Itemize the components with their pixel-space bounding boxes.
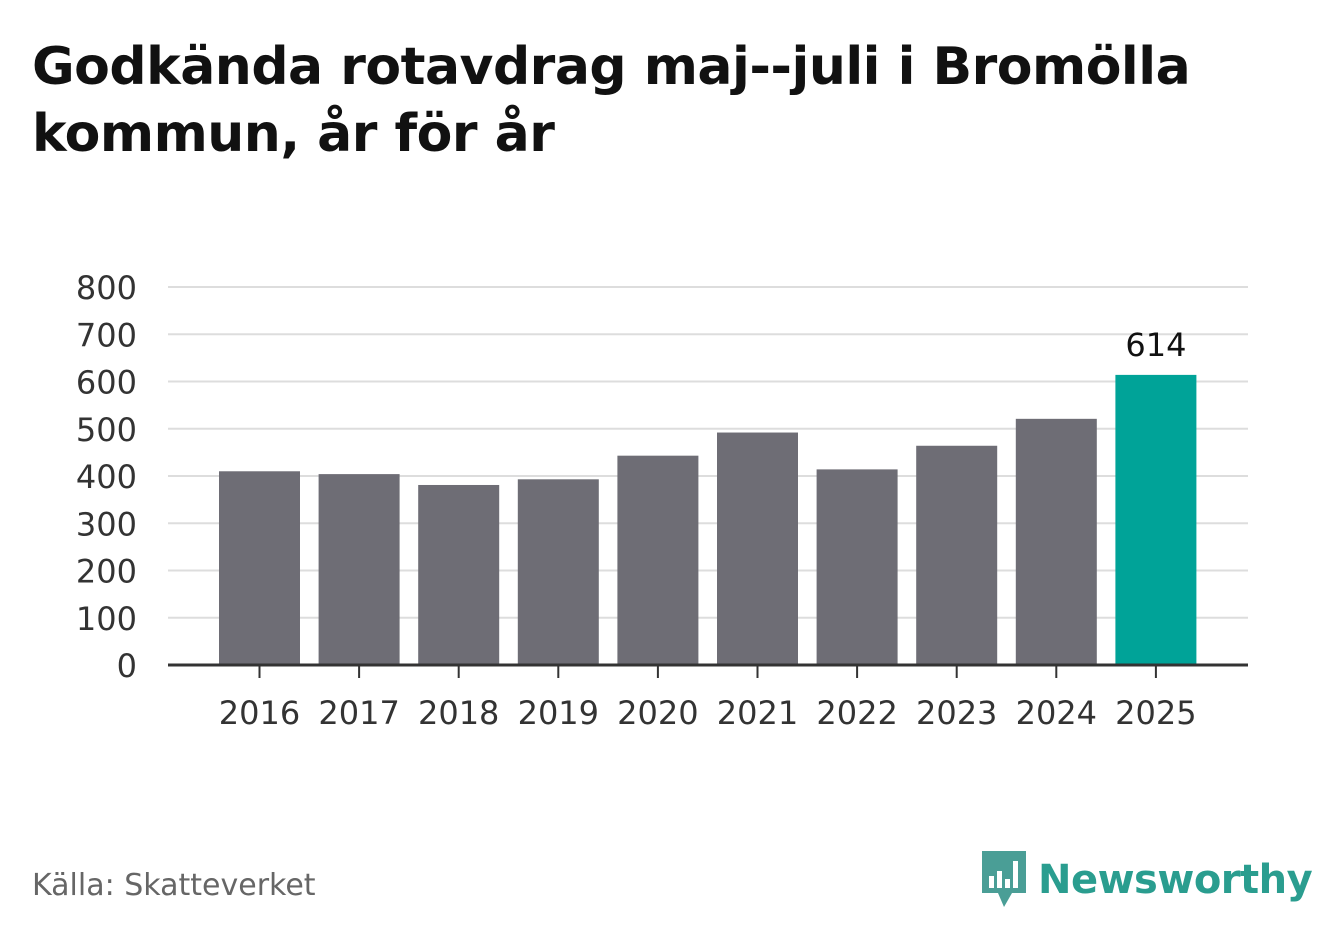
bars	[219, 374, 1197, 665]
data-label: 614	[1125, 326, 1186, 364]
x-tick-label: 2022	[816, 694, 897, 732]
bar	[816, 469, 898, 665]
y-tick-label: 100	[76, 600, 137, 638]
bar	[318, 474, 400, 665]
source-note: Källa: Skatteverket	[32, 868, 316, 903]
x-tick-label: 2024	[1016, 694, 1097, 732]
bar	[617, 455, 699, 665]
y-tick-label: 300	[76, 505, 137, 543]
x-tick-label: 2019	[518, 694, 599, 732]
bar	[717, 432, 798, 665]
x-tick-label: 2023	[916, 694, 997, 732]
x-tick-label: 2021	[717, 694, 798, 732]
y-tick-label: 600	[76, 364, 137, 402]
x-tick-label: 2017	[318, 694, 399, 732]
x-tick-label: 2020	[617, 694, 698, 732]
newsworthy-logo-icon	[982, 851, 1026, 907]
x-tick-label: 2016	[219, 694, 300, 732]
x-tick-label: 2025	[1115, 694, 1196, 732]
y-tick-label: 200	[76, 553, 137, 591]
x-tick-label: 2018	[418, 694, 499, 732]
brand-name: Newsworthy	[1038, 857, 1313, 903]
bar	[219, 471, 300, 665]
bar	[1015, 418, 1097, 665]
x-axis: 2016 2017 2018 2019 2020 2021 2022 2023 2024 2025	[168, 663, 1248, 732]
y-tick-label: 700	[76, 316, 137, 354]
bar	[418, 484, 500, 665]
data-labels: 614	[1125, 326, 1186, 364]
y-tick-label: 0	[117, 647, 137, 685]
y-axis-ticks: 0 100 200 300 400 500 600 700 800	[76, 269, 137, 685]
bar	[916, 445, 998, 665]
y-tick-label: 400	[76, 458, 137, 496]
bar	[517, 479, 599, 665]
y-tick-label: 800	[76, 269, 137, 307]
chart-title: Godkända rotavdrag maj--juli i Bromölla …	[32, 37, 1191, 164]
y-tick-label: 500	[76, 411, 137, 449]
newsworthy-logo: Newsworthy	[980, 848, 1313, 912]
bar	[1115, 374, 1197, 665]
